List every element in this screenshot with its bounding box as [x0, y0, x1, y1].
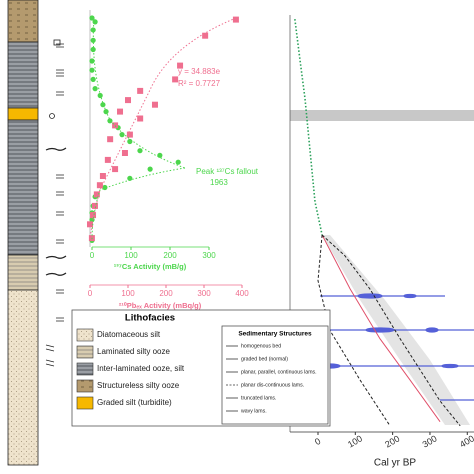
fit-curve [89, 17, 237, 241]
structure-label: truncated lams. [241, 395, 276, 401]
data-point [89, 67, 95, 73]
x-axis-label: ¹³⁷Cs Activity (mB/g) [114, 262, 187, 271]
data-point [125, 97, 131, 104]
x2-tick-label: 300 [197, 289, 211, 298]
data-point [147, 166, 153, 172]
x-tick-label: 100 [346, 433, 364, 449]
strat-column [7, 0, 39, 466]
data-point [92, 19, 98, 25]
x-tick-label: 300 [202, 251, 216, 260]
data-point [92, 86, 98, 92]
data-point [177, 62, 184, 69]
layer [7, 254, 39, 291]
data-point [99, 173, 106, 179]
annotation: Peak ¹³⁷Cs fallout [196, 167, 259, 176]
data-point [137, 115, 144, 122]
structure-label: graded bed (normal) [241, 356, 288, 362]
x-tick-label: 200 [383, 433, 401, 449]
line [321, 234, 441, 422]
layer [7, 289, 39, 466]
legend-swatch [76, 345, 94, 359]
legend-label: Laminated silty ooze [97, 347, 170, 356]
data-point [87, 221, 93, 228]
data-point [89, 15, 95, 21]
data-point [126, 131, 133, 138]
data-point [151, 101, 158, 108]
data-point [90, 76, 96, 82]
trend-curve [91, 17, 186, 241]
data-point [137, 87, 144, 94]
activity-chart: 0 100 200 300 0 100 200 300 400 ¹³⁷Cs Activity (m… [87, 10, 259, 310]
x-tick-label: 200 [163, 251, 177, 260]
event-band [290, 110, 474, 121]
x-axis-label: Cal yr BP [374, 458, 417, 469]
legend-label: Structureless silty ooze [97, 381, 180, 390]
x-tick-label: 100 [124, 251, 138, 260]
data-point [175, 159, 181, 165]
data-point [112, 122, 119, 129]
data-point [127, 175, 133, 181]
layer [7, 119, 39, 256]
data-point [232, 16, 239, 23]
data-point [93, 191, 100, 198]
x2-tick-label: 200 [159, 289, 173, 298]
date-distributions [318, 293, 474, 401]
legend-swatch [76, 379, 94, 393]
data-point [107, 136, 114, 143]
x2-axis-label: ²¹⁰Pbₑₓ Activity (mBq/g) [119, 301, 202, 310]
data-point [91, 202, 98, 209]
data-point [157, 152, 163, 158]
structure-label: planar dis-continuous lams. [241, 382, 304, 388]
data-point [202, 32, 209, 39]
data-point [119, 132, 125, 138]
data-point [107, 118, 113, 124]
structure-label: homogenous bed [241, 343, 281, 349]
data-point [137, 148, 143, 154]
data-point [172, 76, 179, 83]
data-point [117, 108, 124, 115]
structure-label: planar, parallel, continuous lams. [241, 369, 317, 375]
data-point [90, 212, 97, 219]
x-tick-label: 0 [313, 436, 322, 447]
x2-tick-label: 400 [235, 289, 249, 298]
legend-swatch [76, 362, 94, 376]
layer [7, 107, 39, 121]
structure-label: wavy lams. [241, 408, 267, 414]
data-point [96, 182, 103, 189]
x-tick-label: 300 [421, 433, 439, 449]
data-point [127, 138, 133, 145]
structures-title: Sedimentary Structures [238, 331, 312, 338]
data-point [121, 150, 128, 156]
structure-symbols [45, 39, 67, 367]
line [294, 19, 323, 236]
data-point [90, 46, 96, 53]
legend: Lithofacies Sedimentary Structures Diato… [71, 309, 331, 427]
layer [7, 41, 39, 109]
data-point [89, 58, 95, 64]
legend-title: Lithofacies [125, 313, 175, 324]
layer [7, 0, 39, 43]
legend-label: Inter-laminated ooze, silt [97, 364, 185, 373]
data-point [112, 166, 119, 173]
x2-tick-label: 0 [88, 289, 93, 298]
data-point [104, 156, 111, 163]
annotation: R² = 0.7727 [178, 79, 221, 88]
legend-label: Graded silt (turbidite) [97, 398, 172, 407]
structures-box [221, 325, 329, 425]
x-tick-label: 0 [90, 251, 95, 260]
x2-tick-label: 100 [121, 289, 135, 298]
x-tick-label: 400 [458, 433, 474, 449]
annotation: y = 34.883e [178, 67, 221, 76]
line [321, 234, 461, 427]
legend-swatch [76, 396, 94, 410]
data-point [100, 102, 106, 108]
legend-swatch [76, 328, 94, 342]
annotation: 1963 [210, 178, 228, 187]
legend-label: Diatomaceous silt [97, 330, 161, 339]
